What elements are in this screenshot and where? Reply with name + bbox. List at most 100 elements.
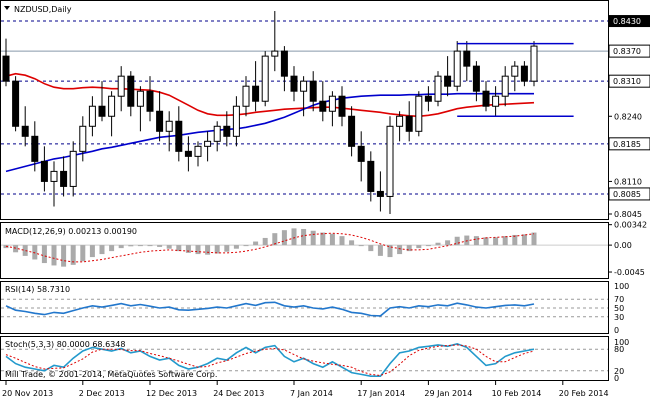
candle (60, 156, 68, 197)
candle-body (501, 75, 509, 97)
macd-bar (358, 245, 364, 247)
macd-bar (387, 245, 393, 258)
macd-bar (272, 233, 278, 246)
macd-bar (224, 245, 230, 252)
candle (309, 71, 317, 112)
candle-body (50, 170, 58, 182)
candle (424, 86, 432, 112)
macd-bar (233, 245, 239, 249)
macd-bar (89, 245, 95, 258)
stoch-y-tick-label: 0 (614, 374, 619, 383)
candle-body (492, 95, 500, 107)
candle-body (232, 105, 240, 137)
candle (300, 76, 308, 117)
candle (501, 66, 509, 107)
candle (69, 141, 77, 197)
candle-body (300, 80, 308, 92)
candle-body (309, 80, 317, 102)
candle-body (242, 85, 250, 107)
rsi-marks (1, 298, 608, 318)
candle (280, 46, 288, 92)
macd-bar (406, 245, 412, 252)
candle-body (213, 125, 221, 142)
candle (463, 41, 471, 82)
candle (21, 106, 29, 147)
candle-body (511, 65, 519, 77)
x-tick-label: 12 Dec 2013 (146, 389, 197, 398)
macd-bar (445, 240, 451, 246)
macd-bar (310, 230, 316, 246)
macd-bar (368, 245, 374, 252)
x-tick-label: 24 Dec 2013 (213, 389, 264, 398)
candle (31, 121, 39, 172)
candle-body (434, 75, 442, 102)
x-tick-label: 29 Jan 2014 (424, 389, 472, 398)
price-level-label: 0.8185 (613, 140, 641, 149)
price-level-box (608, 74, 650, 88)
price-level-highlight (609, 15, 650, 28)
macd-bar (80, 245, 86, 262)
candle-body (444, 75, 452, 87)
candle-body (328, 95, 336, 112)
candle-body (108, 95, 116, 117)
candle-body (424, 95, 432, 102)
macd-bar (329, 233, 335, 246)
candle (348, 106, 356, 157)
candle-body (194, 145, 202, 157)
candle-body (12, 80, 20, 127)
candle (357, 131, 365, 182)
candle (520, 61, 528, 87)
macd-bar (339, 236, 345, 246)
candle (117, 66, 125, 112)
candle (146, 76, 154, 122)
candle (319, 81, 327, 122)
candle (367, 151, 375, 202)
candle (12, 76, 20, 132)
macd-bar (41, 245, 47, 264)
stoch-y-tick-label: 80 (614, 345, 624, 354)
price-y-tick-label: 0.8110 (614, 177, 642, 186)
macd-bar (377, 245, 383, 256)
candle (79, 116, 87, 162)
candle-body (396, 115, 404, 127)
macd-bar (147, 245, 153, 247)
stoch-title: Stoch(5,3,3) 80.0000 68.6348 (5, 340, 125, 349)
macd-bar (118, 245, 124, 249)
rsi-y-tick-label: 100 (614, 282, 629, 291)
price-level-box (608, 187, 650, 201)
macd-bar (349, 240, 355, 246)
ma-red-line (5, 72, 535, 118)
candle-body (223, 125, 231, 137)
axis-labels: 0.8045 0.8110 0.8240 0.8430 0.8370 0.8310 0.81… (2, 15, 650, 398)
candle-body (127, 75, 135, 107)
candle (127, 71, 135, 117)
candle (2, 38, 10, 87)
price-y-tick-label: 0.8045 (614, 210, 642, 219)
macd-bar (425, 245, 431, 247)
candle (415, 91, 423, 137)
candle-body (21, 125, 29, 137)
candle-body (520, 65, 528, 82)
candle-body (319, 100, 327, 112)
macd-bar (397, 245, 403, 255)
macd-bar (51, 245, 57, 266)
macd-bar (281, 230, 287, 246)
macd-bar (176, 245, 182, 252)
candle (232, 96, 240, 147)
candle (328, 91, 336, 127)
candle (271, 11, 279, 72)
candle (453, 41, 461, 92)
candle-body (117, 75, 125, 97)
candle (165, 111, 173, 152)
macd-y-tick-label: 0.00 (614, 241, 632, 250)
candle (434, 71, 442, 107)
candle (472, 61, 480, 102)
stoch-y-tick-label: 100 (614, 338, 629, 347)
moving-averages (5, 72, 535, 173)
candle (444, 56, 452, 97)
candle-body (463, 50, 471, 67)
candle (290, 66, 298, 102)
candle (338, 86, 346, 127)
macd-bar (185, 245, 191, 253)
x-tick-label: 20 Nov 2013 (2, 389, 53, 398)
